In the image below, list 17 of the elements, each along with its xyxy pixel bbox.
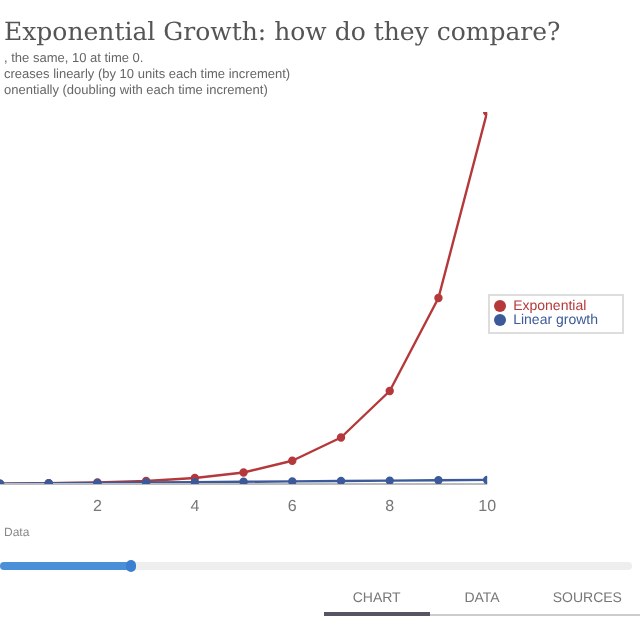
- point: [239, 468, 248, 477]
- chart-title: Exponential Growth: how do they compare?: [4, 16, 561, 46]
- x-tick-label: 8: [385, 497, 396, 516]
- x-tick-label: 10: [478, 497, 498, 516]
- point: [434, 293, 443, 303]
- point: [434, 476, 443, 484]
- point: [336, 476, 346, 484]
- point: [239, 477, 248, 484]
- x-tick-label: 2: [92, 497, 103, 516]
- point: [482, 475, 488, 484]
- x-tick-label: 6: [287, 497, 298, 516]
- point: [385, 476, 394, 484]
- point: [385, 386, 394, 396]
- x-tick-label: 4: [190, 497, 201, 516]
- point: [336, 433, 346, 442]
- point: [288, 456, 297, 465]
- point: [288, 477, 297, 484]
